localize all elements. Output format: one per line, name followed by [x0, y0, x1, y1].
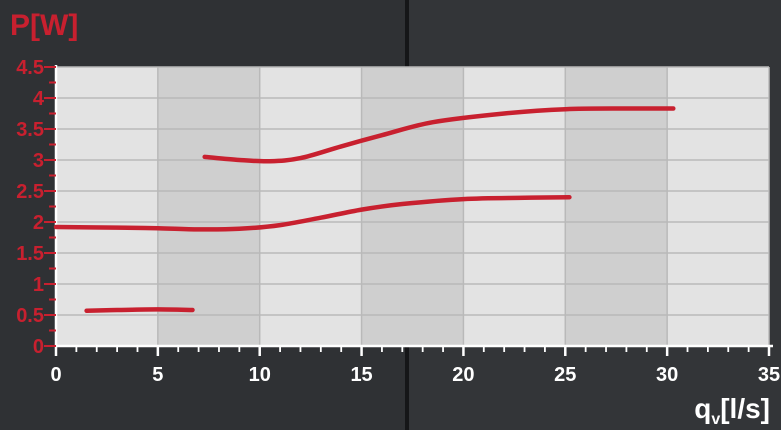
- x-axis-title: qv[l/s]: [694, 393, 770, 428]
- x-tick-label: 35: [758, 364, 780, 386]
- y-tick-label: 4.5: [16, 57, 44, 79]
- x-tick-label: 15: [350, 364, 372, 386]
- y-axis-title: P[W]: [10, 9, 78, 42]
- x-axis-title-unit: [l/s]: [720, 393, 770, 424]
- x-tick-label: 5: [152, 364, 163, 386]
- y-tick-label: 3: [33, 150, 44, 172]
- y-tick-label: 1: [33, 274, 44, 296]
- plot-band: [56, 67, 158, 346]
- y-tick-label: 0: [33, 336, 44, 358]
- y-tick-label: 2.5: [16, 181, 44, 203]
- series-line: [87, 309, 193, 310]
- x-axis-title-main: q: [694, 393, 711, 424]
- plot-band: [260, 67, 362, 346]
- y-tick-label: 2: [33, 212, 44, 234]
- y-tick-label: 0.5: [16, 305, 44, 327]
- x-tick-label: 10: [249, 364, 271, 386]
- x-axis-title-subscript: v: [711, 411, 720, 428]
- x-tick-label: 20: [452, 364, 474, 386]
- plot-band: [667, 67, 769, 346]
- y-tick-label: 1.5: [16, 243, 44, 265]
- y-tick-label: 4: [33, 88, 45, 110]
- plot-band: [158, 67, 260, 346]
- y-tick-label: 3.5: [16, 119, 44, 141]
- x-tick-label: 30: [656, 364, 678, 386]
- x-tick-label: 25: [554, 364, 576, 386]
- x-tick-label: 0: [50, 364, 61, 386]
